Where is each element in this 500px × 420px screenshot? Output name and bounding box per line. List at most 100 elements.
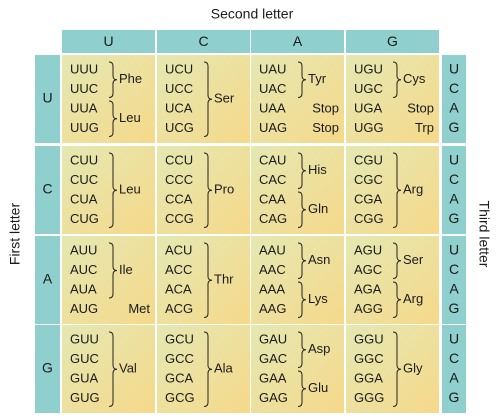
codon: CCU	[165, 152, 193, 167]
codon: GAC	[259, 351, 287, 366]
column-header-label: C	[198, 33, 208, 49]
amino-acid: Stop	[312, 120, 339, 135]
column-header-label: G	[387, 33, 398, 49]
codon-cell	[62, 325, 155, 413]
codon: UGA	[354, 100, 383, 115]
codon: GGU	[354, 331, 384, 346]
brace	[203, 331, 213, 407]
codon: UGC	[354, 81, 383, 96]
third-letter: A	[449, 281, 459, 297]
codon: CAG	[259, 211, 287, 226]
codon: GGG	[354, 390, 384, 405]
row-header	[35, 146, 60, 234]
codon: CGA	[354, 191, 383, 206]
amino-acid: Arg	[403, 291, 423, 306]
amino-acid: Phe	[119, 71, 142, 86]
codon: UCU	[165, 61, 193, 76]
amino-acid: Gln	[308, 201, 328, 216]
codon: UGG	[354, 120, 384, 135]
codon-cell	[62, 236, 155, 324]
amino-acid: Val	[119, 361, 137, 376]
brace	[108, 152, 118, 228]
codon-cell	[346, 236, 439, 324]
amino-acid: Arg	[403, 182, 423, 197]
amino-acid: Glu	[308, 380, 328, 395]
codon: UAG	[259, 120, 287, 135]
brace	[392, 152, 402, 228]
second-letter-label: Second letter	[211, 6, 294, 22]
codon: GCC	[165, 351, 194, 366]
third-letter: A	[449, 100, 459, 116]
codon: GUU	[70, 331, 99, 346]
codon: CUC	[70, 172, 98, 187]
brace	[392, 331, 402, 407]
codon: GAG	[259, 390, 288, 405]
codon-cell	[157, 146, 250, 234]
third-letter: C	[449, 350, 459, 366]
codon: CGG	[354, 211, 384, 226]
amino-acid: Gly	[403, 361, 423, 376]
codon-cell	[346, 325, 439, 413]
codon-cell	[251, 325, 344, 413]
amino-acid: Leu	[119, 110, 141, 125]
codon: AAC	[259, 262, 286, 277]
row-header	[35, 236, 60, 324]
codon: ACC	[165, 262, 192, 277]
brace	[297, 331, 307, 368]
third-letter: G	[449, 210, 460, 226]
amino-acid: Ala	[214, 361, 234, 376]
third-letter-column	[442, 236, 466, 324]
brace	[108, 61, 118, 98]
codon: UUU	[70, 61, 98, 76]
third-letter: A	[449, 370, 459, 386]
column-header	[157, 30, 250, 53]
codon: CAC	[259, 172, 286, 187]
codon: UAA	[259, 100, 286, 115]
codon: AAA	[259, 281, 285, 296]
codon-cell	[251, 236, 344, 324]
codon: AUC	[70, 262, 97, 277]
codon: CAA	[259, 191, 286, 206]
third-letter-label: Third letter	[476, 201, 492, 268]
codon: AUG	[70, 301, 98, 316]
codon: CUG	[70, 211, 99, 226]
third-letter: G	[449, 389, 460, 405]
codon: CCC	[165, 172, 193, 187]
row-header-label: C	[42, 181, 52, 197]
codon: CCA	[165, 191, 193, 206]
row-header	[35, 55, 60, 143]
codon-cell	[62, 146, 155, 234]
codon: GCG	[165, 390, 195, 405]
codon: GAA	[259, 370, 287, 385]
amino-acid: Asn	[308, 252, 330, 267]
amino-acid: His	[308, 162, 327, 177]
third-letter: U	[449, 242, 459, 258]
codon: CUU	[70, 152, 98, 167]
codon-cell	[346, 146, 439, 234]
third-letter: U	[449, 331, 459, 347]
amino-acid: Met	[128, 301, 150, 316]
brace	[297, 370, 307, 407]
codon: GCA	[165, 370, 194, 385]
amino-acid: Pro	[214, 182, 234, 197]
row-header-label: U	[42, 90, 52, 106]
amino-acid: Stop	[312, 100, 339, 115]
amino-acid: Ser	[214, 91, 235, 106]
codon: UUA	[70, 100, 98, 115]
brace	[392, 242, 402, 279]
codon: AGC	[354, 262, 382, 277]
third-letter: G	[449, 119, 460, 135]
codon: ACU	[165, 242, 192, 257]
brace	[203, 242, 213, 318]
codon: CCG	[165, 211, 194, 226]
amino-acid: Cys	[403, 71, 426, 86]
column-header	[62, 30, 155, 53]
row-header-label: G	[42, 360, 53, 376]
codon: CUA	[70, 191, 98, 206]
codon-cell	[157, 55, 250, 143]
codon-cell	[62, 55, 155, 143]
amino-acid: Trp	[415, 120, 434, 135]
column-header	[346, 30, 439, 53]
codon: GGC	[354, 351, 384, 366]
